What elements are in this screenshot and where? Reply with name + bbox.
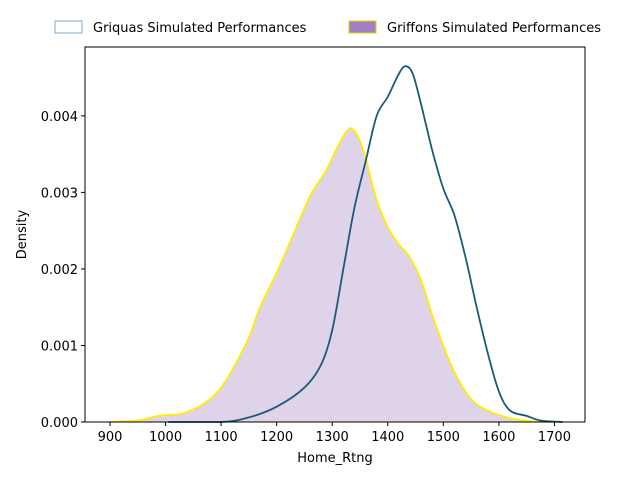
y-tick-label: 0.001 <box>41 339 78 354</box>
x-tick-label: 1100 <box>205 430 238 445</box>
x-tick-label: 1400 <box>371 430 404 445</box>
y-tick-label: 0.002 <box>41 263 78 278</box>
x-tick-label: 1300 <box>316 430 349 445</box>
legend-swatch-griffons <box>348 20 377 34</box>
density-line-griquas <box>168 65 563 423</box>
x-axis: 900 1000 1100 1200 1300 1400 1500 1600 1700 <box>98 422 571 445</box>
x-tick-label: 1500 <box>427 430 460 445</box>
legend: Griquas Simulated Performances Griffons … <box>54 20 601 36</box>
x-axis-label: Home_Rtng <box>297 451 373 466</box>
legend-label-griquas: Griquas Simulated Performances <box>93 21 307 36</box>
density-line-griffons <box>109 127 555 423</box>
legend-swatch-griquas <box>54 20 83 34</box>
y-axis: 0.000 0.001 0.002 0.003 0.004 <box>41 110 85 431</box>
plot-area <box>109 65 563 423</box>
y-tick-label: 0.004 <box>41 110 78 125</box>
x-tick-label: 1600 <box>482 430 515 445</box>
y-tick-label: 0.000 <box>41 416 78 431</box>
x-tick-label: 900 <box>98 430 123 445</box>
legend-label-griffons: Griffons Simulated Performances <box>387 21 601 36</box>
density-area-griffons <box>110 128 555 423</box>
y-axis-label: Density <box>15 209 30 259</box>
x-tick-label: 1000 <box>149 430 182 445</box>
x-tick-label: 1700 <box>538 430 571 445</box>
x-tick-label: 1200 <box>260 430 293 445</box>
axes-frame <box>84 46 586 423</box>
y-tick-label: 0.003 <box>41 186 78 201</box>
